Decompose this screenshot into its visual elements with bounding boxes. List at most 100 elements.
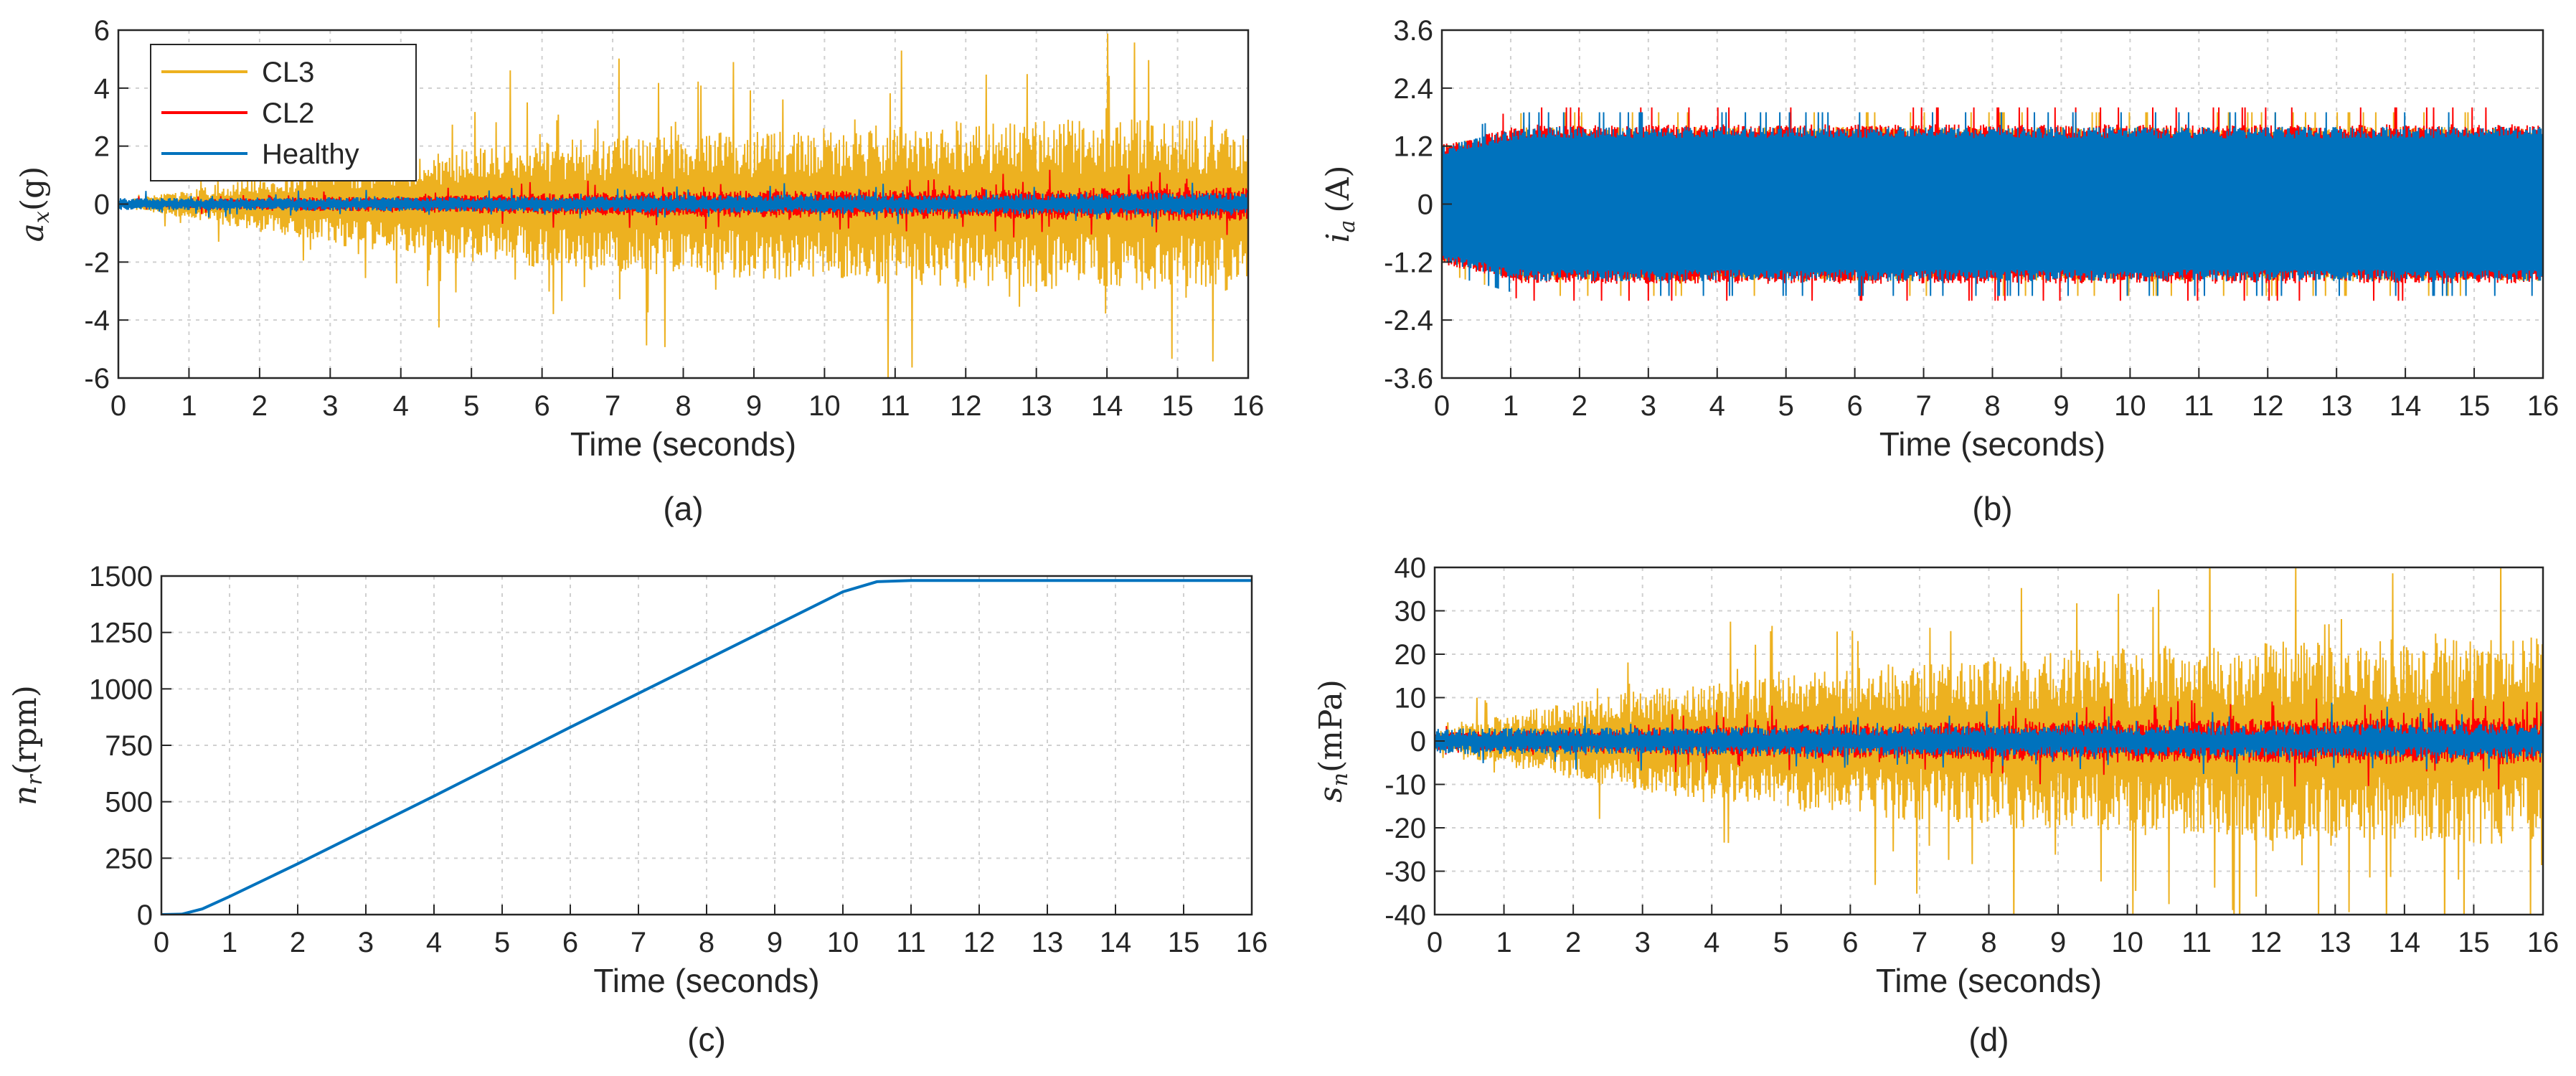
panel-a-xtick-label: 16 bbox=[1232, 390, 1265, 422]
panel-c-ytick-label: 500 bbox=[105, 787, 153, 818]
panel-b-xtick-label: 11 bbox=[2184, 390, 2214, 422]
legend: CL3 CL2 Healthy bbox=[150, 44, 417, 181]
panel-a-ytick-label: 2 bbox=[94, 131, 110, 163]
panel-d-ytick-label: 40 bbox=[1395, 552, 1427, 584]
panel-d-xtick-label: 16 bbox=[2527, 927, 2560, 958]
panel-b-ytick-label: -1.2 bbox=[1384, 247, 1433, 278]
panel-a-xtick-label: 12 bbox=[950, 390, 982, 422]
panel-a-xtick-label: 3 bbox=[322, 390, 338, 422]
panel-a-xtick-label: 5 bbox=[463, 390, 479, 422]
panel-c-xtick-label: 12 bbox=[963, 927, 996, 958]
panel-d-xtick-label: 2 bbox=[1565, 927, 1581, 958]
panel-c-xtick-label: 16 bbox=[1236, 927, 1268, 958]
panel-d-xtick-label: 5 bbox=[1773, 927, 1789, 958]
panel-b-xtick-label: 10 bbox=[2114, 390, 2146, 422]
panel-d-ytick-label: 10 bbox=[1395, 683, 1427, 714]
panel-b-xtick-label: 0 bbox=[1434, 390, 1450, 422]
panel-b-xtick-label: 16 bbox=[2527, 390, 2560, 422]
panel-d-ytick-label: -10 bbox=[1384, 770, 1426, 801]
panel-c-xtick-label: 10 bbox=[827, 927, 859, 958]
panel-b-ytick-label: 2.4 bbox=[1393, 73, 1433, 105]
panel-b-xtick-label: 1 bbox=[1503, 390, 1519, 422]
panel-b-ytick-label: 3.6 bbox=[1393, 15, 1433, 47]
panel-b-xtick-label: 14 bbox=[2389, 390, 2422, 422]
panel-d-chart: 0 1 2 3 4 5 6 7 8 9 10 11 12 13 14 15 16-40-30-20-100102… bbox=[1313, 552, 2560, 1058]
panel-a-ytick-label: 0 bbox=[94, 189, 110, 221]
legend-label-cl2: CL2 bbox=[262, 98, 314, 129]
panel-d-ytick-label: -20 bbox=[1384, 813, 1426, 844]
panel-b-xlabel: Time (seconds) bbox=[1879, 425, 2105, 463]
panel-b-xtick-label: 9 bbox=[2053, 390, 2069, 422]
panel-c-xtick-label: 1 bbox=[222, 927, 237, 958]
panel-c-xtick-label: 3 bbox=[358, 927, 374, 958]
panel-d-xtick-label: 1 bbox=[1496, 927, 1511, 958]
panel-a-xtick-label: 8 bbox=[675, 390, 691, 422]
panel-d-xtick-label: 3 bbox=[1635, 927, 1651, 958]
panel-d-ytick-label: 0 bbox=[1410, 726, 1426, 758]
panel-c-series-healthy bbox=[161, 579, 1252, 915]
panel-b-ylabel: ia(A) bbox=[1320, 165, 1360, 242]
panel-c-caption: (c) bbox=[687, 1021, 726, 1058]
panel-c-xtick-label: 15 bbox=[1168, 927, 1200, 958]
panel-d-xtick-label: 13 bbox=[2319, 927, 2351, 958]
panel-c-ytick-label: 0 bbox=[137, 900, 153, 931]
panel-c-xtick-label: 4 bbox=[426, 927, 442, 958]
panel-b-xtick-label: 5 bbox=[1778, 390, 1794, 422]
panel-a-ytick-label: -6 bbox=[84, 363, 110, 395]
panel-b-caption: (b) bbox=[1972, 490, 2012, 527]
panel-c-xtick-label: 8 bbox=[699, 927, 714, 958]
panel-a-ytick-label: -2 bbox=[84, 247, 110, 278]
panel-a-ytick-label: 6 bbox=[94, 15, 110, 47]
panel-b-xtick-label: 2 bbox=[1572, 390, 1587, 422]
panel-c-xtick-label: 2 bbox=[290, 927, 306, 958]
panel-b-xtick-label: 7 bbox=[1915, 390, 1931, 422]
panel-b-xtick-label: 13 bbox=[2321, 390, 2353, 422]
panel-c-ytick-label: 250 bbox=[105, 843, 153, 874]
panel-c-ytick-label: 750 bbox=[105, 730, 153, 762]
panel-a-xtick-label: 1 bbox=[181, 390, 197, 422]
panel-a-ytick-label: -4 bbox=[84, 305, 110, 336]
panel-c-xtick-label: 14 bbox=[1100, 927, 1132, 958]
panel-c-ytick-label: 1250 bbox=[89, 618, 153, 649]
panel-c-xtick-label: 5 bbox=[494, 927, 510, 958]
panel-b-ytick-label: 1.2 bbox=[1393, 131, 1433, 163]
panel-a-xtick-label: 2 bbox=[252, 390, 268, 422]
panel-a-xtick-label: 10 bbox=[808, 390, 841, 422]
panel-d-xtick-label: 9 bbox=[2050, 927, 2066, 958]
panel-d-xtick-label: 6 bbox=[1842, 927, 1858, 958]
panel-c-xlabel: Time (seconds) bbox=[593, 962, 819, 999]
panel-b-ytick-label: -2.4 bbox=[1384, 305, 1433, 336]
panel-a-series-healthy bbox=[118, 182, 1248, 227]
panel-a-xtick-label: 11 bbox=[880, 390, 910, 422]
panel-b-ytick-label: -3.6 bbox=[1384, 363, 1433, 395]
panel-b-xtick-label: 3 bbox=[1641, 390, 1656, 422]
panel-a-xtick-label: 0 bbox=[110, 390, 126, 422]
legend-label-cl3: CL3 bbox=[262, 57, 314, 88]
panel-c-xtick-label: 7 bbox=[631, 927, 646, 958]
panel-c-chart: 0 1 2 3 4 5 6 7 8 9 10 11 12 13 14 15 160250500750100012… bbox=[7, 561, 1268, 1058]
panel-b-xtick-label: 12 bbox=[2252, 390, 2284, 422]
panel-a-ylabel: ax(g) bbox=[14, 166, 55, 242]
panel-c-ytick-label: 1500 bbox=[89, 561, 153, 593]
panel-c-xtick-label: 13 bbox=[1032, 927, 1064, 958]
panel-d-ylabel: sn(mPa) bbox=[1313, 679, 1353, 803]
panel-d-xlabel: Time (seconds) bbox=[1876, 962, 2102, 999]
panel-d-xtick-label: 0 bbox=[1427, 927, 1443, 958]
panel-a-xlabel: Time (seconds) bbox=[570, 425, 796, 463]
panel-d-xtick-label: 7 bbox=[1912, 927, 1928, 958]
panel-d-xtick-label: 4 bbox=[1704, 927, 1719, 958]
panel-c-ytick-label: 1000 bbox=[89, 674, 153, 705]
panel-d-ytick-label: -30 bbox=[1384, 856, 1426, 888]
panel-a-series-cl3 bbox=[118, 33, 1248, 378]
panel-a-ytick-label: 4 bbox=[94, 73, 110, 105]
panel-a-xtick-label: 9 bbox=[746, 390, 762, 422]
panel-d-series-healthy bbox=[1435, 702, 2543, 775]
legend-label-healthy: Healthy bbox=[262, 138, 359, 170]
panel-c-xtick-label: 9 bbox=[767, 927, 783, 958]
panel-d-caption: (d) bbox=[1968, 1021, 2009, 1058]
panel-a-xtick-label: 15 bbox=[1161, 390, 1194, 422]
panel-a-xtick-label: 14 bbox=[1091, 390, 1123, 422]
panel-d-xtick-label: 15 bbox=[2458, 927, 2490, 958]
